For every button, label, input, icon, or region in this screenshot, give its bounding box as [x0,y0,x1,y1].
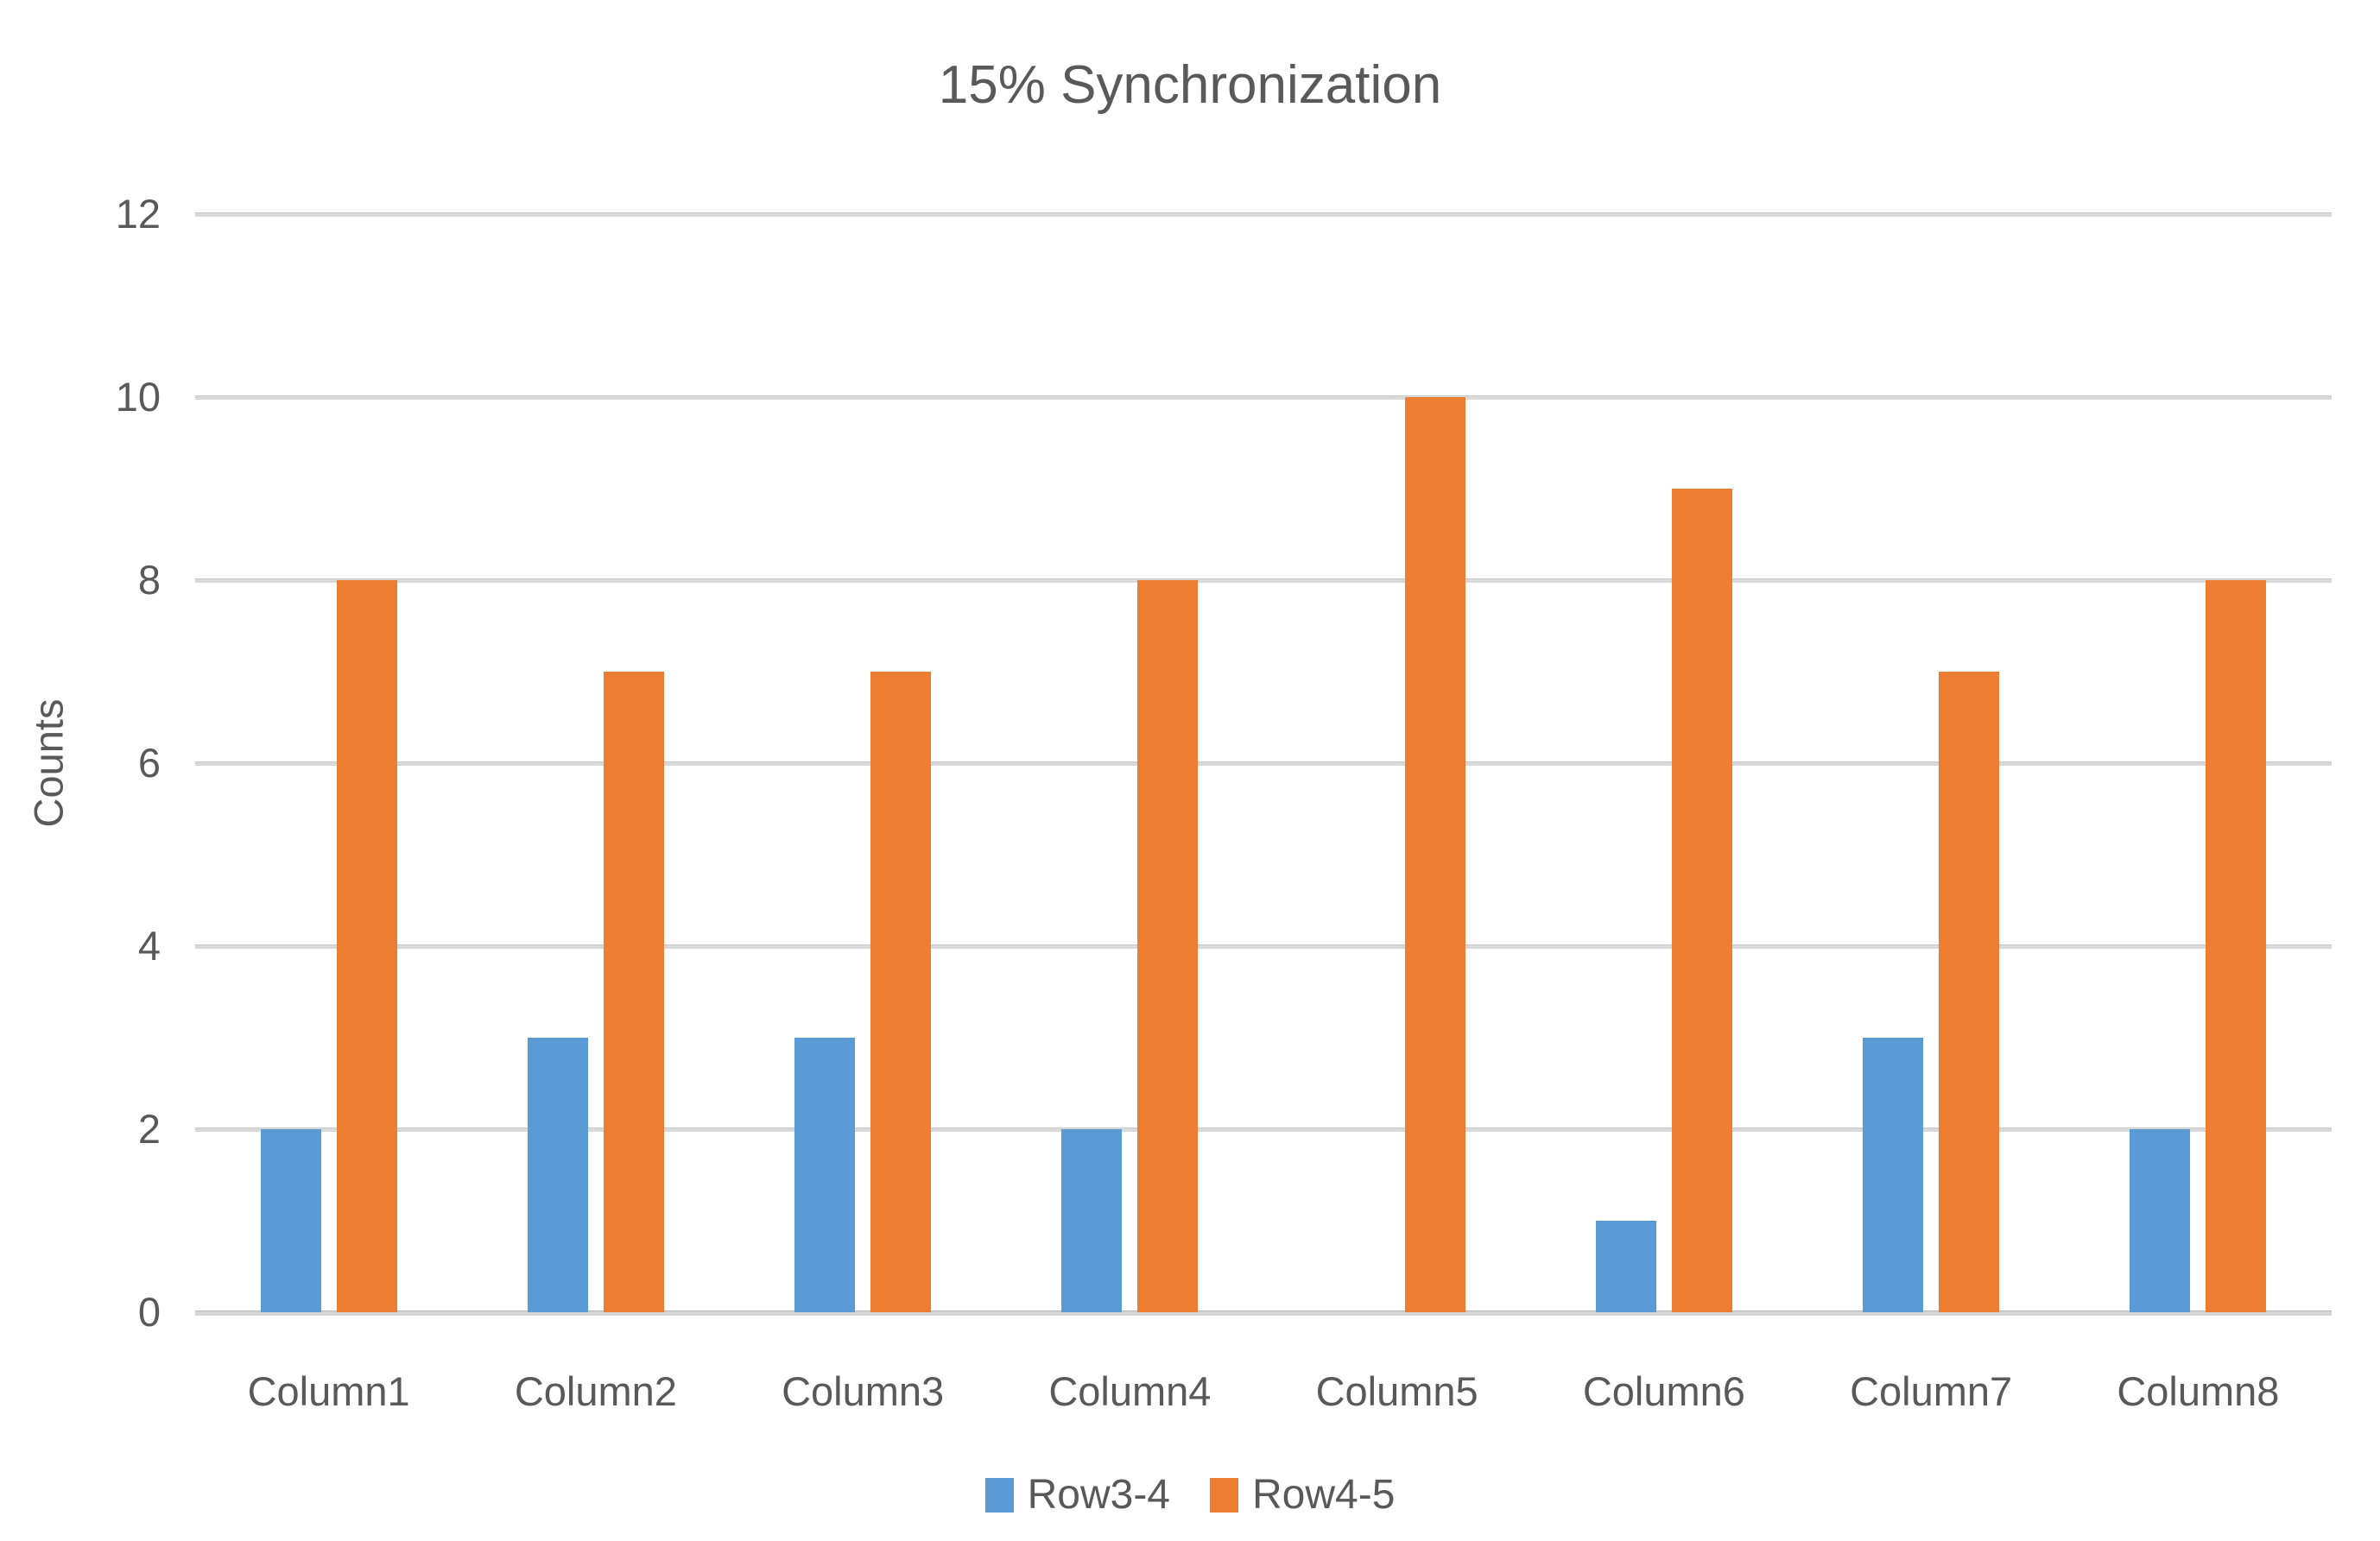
bar-group-column2 [462,214,729,1312]
legend: Row3-4 Row4-5 [0,1471,2380,1519]
bar-group-column7 [1798,214,2065,1312]
bar-group-column8 [2065,214,2332,1312]
x-axis-label-column5: Column5 [1315,1368,1478,1414]
y-tick-label-4: 4 [137,923,161,969]
bar-row3-4-column7 [1863,1038,1924,1312]
gridline-4 [195,944,2332,949]
plot-area [195,212,2332,1316]
gridline-8 [195,578,2332,583]
bar-row3-4-column2 [527,1038,588,1312]
legend-label-row3-4: Row3-4 [1027,1472,1170,1518]
bar-group-column4 [997,214,1263,1312]
legend-swatch-row3-4 [984,1477,1014,1513]
bar-row4-5-column1 [336,580,397,1312]
bar-row3-4-column3 [794,1038,856,1312]
bar-groups [195,214,2332,1312]
bar-row3-4-column6 [1595,1221,1656,1312]
bar-row4-5-column3 [870,672,932,1312]
x-axis-label-column6: Column6 [1582,1368,1745,1414]
y-tick-label-10: 10 [115,374,161,420]
x-axis-labels: Column1 Column2 Column3 Column4 Column5 Colum… [195,1367,2332,1415]
bar-row3-4-column8 [2130,1129,2191,1312]
y-tick-label-8: 8 [137,557,161,603]
x-axis-label-column4: Column4 [1048,1368,1212,1414]
bar-group-column5 [1263,214,1530,1312]
y-tick-label-2: 2 [137,1106,161,1152]
x-axis-label-column7: Column7 [1850,1368,2013,1414]
legend-label-row4-5: Row4-5 [1252,1472,1396,1518]
x-axis-label-column3: Column3 [782,1368,945,1414]
x-axis-line [195,1310,2332,1316]
x-axis-label-column2: Column2 [514,1368,677,1414]
gridline-2 [195,1127,2332,1132]
gridline-6 [195,761,2332,766]
x-axis-label-column8: Column8 [2117,1368,2280,1414]
y-tick-label-12: 12 [115,191,161,237]
bar-row4-5-column7 [1939,672,2000,1312]
bar-row4-5-column8 [2206,580,2267,1312]
bar-group-column1 [195,214,462,1312]
y-tick-label-6: 6 [137,740,161,786]
bar-row4-5-column2 [603,672,664,1312]
x-axis-label-column1: Column1 [247,1368,410,1414]
chart-title: 15% Synchronization [938,55,1442,115]
bar-group-column6 [1530,214,1797,1312]
y-tick-label-0: 0 [137,1289,161,1335]
bar-row3-4-column1 [260,1129,321,1312]
bar-row4-5-column5 [1404,397,1465,1312]
gridline-12 [195,212,2332,217]
legend-item-row3-4: Row3-4 [984,1471,1170,1519]
bar-row4-5-column6 [1671,489,1732,1312]
bar-row3-4-column4 [1061,1129,1123,1312]
legend-swatch-row4-5 [1210,1477,1238,1513]
legend-item-row4-5: Row4-5 [1210,1471,1395,1519]
bar-row4-5-column4 [1137,580,1199,1312]
bar-group-column3 [730,214,997,1312]
gridline-10 [195,395,2332,400]
